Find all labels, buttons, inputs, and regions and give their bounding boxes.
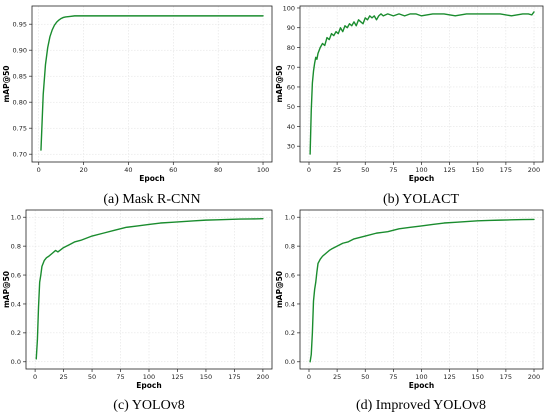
x-tick-label: 40 [124,166,132,174]
y-tick-label: 80 [287,44,295,52]
series-line [309,11,535,155]
x-tick-label: 75 [389,373,397,381]
y-tick-label: 0.0 [11,358,21,366]
y-tick-label: 60 [287,83,295,91]
x-axis-title: Epoch [409,174,434,183]
series-line [40,15,264,151]
panel-mask-rcnn: 0 20 40 60 80 100 0.70 0.75 0.80 0.85 0.90 0.95 Epoc… [2,5,273,207]
y-tick-label: 50 [287,103,295,111]
y-tick-label: 0.4 [11,300,21,308]
x-tick-label: 60 [169,166,177,174]
y-tick-label: 0.8 [285,242,295,250]
x-tick-label: 125 [443,373,455,381]
y-tick-label: 90 [287,24,295,32]
x-tick-label: 175 [228,373,240,381]
panel-improved-yolov8: 0 25 50 75 100 125 150 175 200 0.0 0.2 0.4 0.6 0.8 1.0… [275,209,544,413]
y-tick-label: 70 [287,64,295,72]
x-tick-label: 25 [333,166,341,174]
y-axis-title: mAP@50 [275,65,284,102]
y-tick-label: 0.6 [285,271,295,279]
panel-caption: (b) YOLACT [383,192,460,207]
y-axis-title: mAP@50 [2,271,11,308]
x-tick-label: 200 [257,373,269,381]
x-tick-label: 50 [361,166,369,174]
y-tick-label: 0.0 [285,358,295,366]
x-tick-label: 150 [200,373,212,381]
series-line [35,217,264,360]
plot-frame [31,5,273,163]
y-tick-label: 0.8 [11,242,21,250]
x-tick-label: 0 [37,166,41,174]
x-tick-label: 20 [79,166,87,174]
y-tick-label: 40 [287,123,295,131]
y-tick-label: 0.80 [13,99,27,107]
x-tick-label: 80 [214,166,222,174]
x-tick-label: 25 [333,373,341,381]
y-tick-label: 0.70 [13,151,27,159]
y-tick-label: 1.0 [285,214,295,222]
x-tick-label: 100 [415,373,427,381]
y-tick-label: 0.75 [13,125,27,133]
panel-yolov8: 0 25 50 75 100 125 150 175 200 0.0 0.2 0.4 0.6 0.8 1.0… [2,209,273,413]
x-tick-label: 50 [88,373,96,381]
x-tick-label: 100 [257,166,269,174]
x-tick-label: 0 [307,166,311,174]
x-tick-label: 200 [528,373,540,381]
y-tick-label: 1.0 [11,214,21,222]
x-tick-label: 75 [116,373,124,381]
y-tick-label: 0.6 [11,271,21,279]
x-tick-label: 100 [143,373,155,381]
y-tick-label: 0.4 [285,300,295,308]
x-tick-label: 125 [171,373,183,381]
y-tick-label: 0.2 [11,329,21,337]
panel-caption: (a) Mask R-CNN [103,192,200,207]
panel-caption: (c) YOLOv8 [113,398,184,413]
series-line [309,218,535,363]
x-tick-label: 150 [472,373,484,381]
panel-yolact: 0 25 50 75 100 125 150 175 20030405060708090100E… [275,4,544,207]
x-tick-label: 125 [443,166,455,174]
x-tick-label: 175 [500,373,512,381]
x-axis-title: Epoch [409,381,434,390]
x-axis-title: Epoch [139,174,164,183]
x-tick-label: 50 [361,373,369,381]
x-tick-label: 175 [500,166,512,174]
x-tick-label: 200 [528,166,540,174]
x-tick-label: 100 [415,166,427,174]
x-tick-label: 25 [59,373,67,381]
panel-caption: (d) Improved YOLOv8 [356,398,486,413]
y-tick-label: 30 [287,143,295,151]
y-tick-label: 100 [283,4,295,12]
x-tick-label: 75 [389,166,397,174]
x-axis-title: Epoch [136,381,161,390]
y-axis-title: mAP@50 [2,65,11,102]
y-tick-label: 0.90 [13,47,27,55]
x-tick-label: 0 [33,373,37,381]
x-tick-label: 0 [307,373,311,381]
y-tick-label: 0.2 [285,329,295,337]
y-tick-label: 0.85 [13,73,27,81]
y-tick-label: 0.95 [13,21,27,29]
y-axis-title: mAP@50 [275,271,284,308]
x-tick-label: 150 [472,166,484,174]
